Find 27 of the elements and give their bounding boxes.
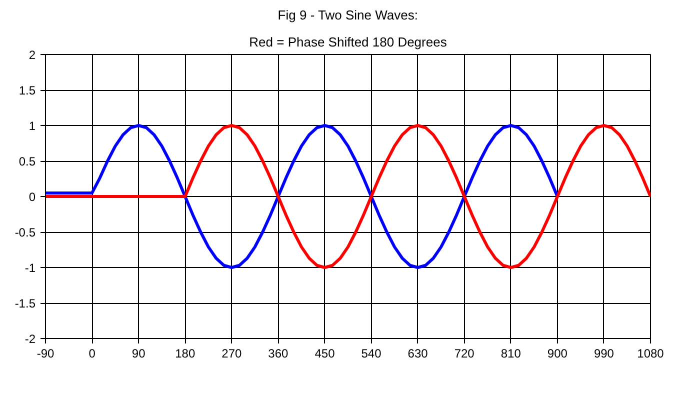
- y-tick-label: 1.5: [18, 84, 36, 98]
- x-tick-label: 900: [547, 346, 568, 360]
- y-tick-label: 0.5: [18, 154, 36, 168]
- x-tick-label: 90: [132, 346, 146, 360]
- x-tick-label: 720: [454, 346, 475, 360]
- y-tick-label: -0.5: [14, 226, 36, 240]
- chart-subtitle: Red = Phase Shifted 180 Degrees: [249, 34, 448, 50]
- chart-title: Fig 9 - Two Sine Waves:: [278, 8, 418, 22]
- x-tick-label: 180: [175, 346, 196, 360]
- x-tick-label: 1080: [637, 346, 664, 360]
- x-tick-label: -90: [36, 346, 54, 360]
- y-tick-label: 0: [28, 190, 36, 204]
- y-tick-label: 1: [28, 119, 36, 133]
- x-tick-label: 270: [222, 346, 242, 360]
- line-series: [46, 124, 559, 269]
- y-tick-label: -2: [24, 332, 36, 346]
- x-tick-label: 990: [594, 346, 614, 360]
- x-tick-label: 540: [361, 346, 382, 360]
- x-tick-label: 360: [268, 346, 289, 360]
- x-tick-label: 630: [408, 346, 428, 360]
- line-series: [46, 124, 650, 269]
- y-tick-label: -1.5: [14, 296, 36, 310]
- y-tick-label: 2: [28, 48, 36, 62]
- x-tick-label: 0: [88, 346, 96, 360]
- y-tick-label: -1: [24, 261, 36, 275]
- x-tick-label: 450: [314, 346, 336, 360]
- x-tick-label: 810: [500, 346, 522, 360]
